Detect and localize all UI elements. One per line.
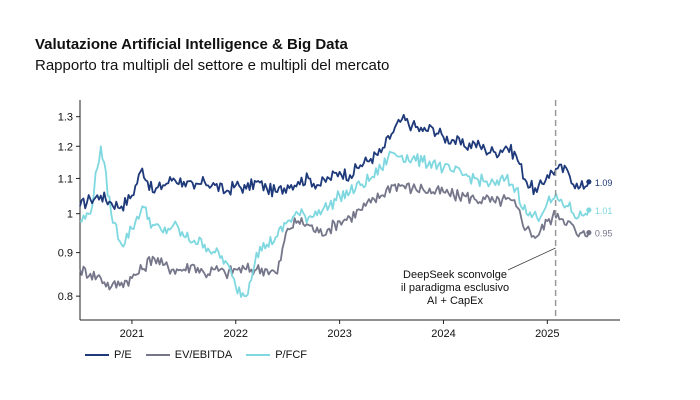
chart-title: Valutazione Artificial Intelligence & Bi… xyxy=(35,36,348,53)
annotation-text: il paradigma esclusivo xyxy=(401,282,509,294)
x-tick-label: 2023 xyxy=(327,328,351,340)
chart-legend: P/E EV/EBITDA P/FCF xyxy=(85,349,307,361)
series-end-marker xyxy=(586,179,592,185)
series-line-ev-ebitda xyxy=(79,182,590,291)
legend-swatch-ev-ebitda xyxy=(145,354,170,356)
series-end-label: 1.01 xyxy=(595,206,613,216)
annotation-text: DeepSeek sconvolge xyxy=(403,269,507,281)
legend-swatch-pe xyxy=(85,354,109,356)
legend-label-ev-ebitda: EV/EBITDA xyxy=(174,349,233,361)
legend-item-pe: P/E xyxy=(85,349,132,361)
series-end-marker xyxy=(586,207,592,213)
legend-label-pfcf: P/FCF xyxy=(275,349,307,361)
x-tick-label: 2024 xyxy=(431,328,455,340)
chart-subtitle: Rapporto tra multipli del settore e mult… xyxy=(35,57,390,74)
y-tick-label: 1.2 xyxy=(58,141,73,153)
legend-label-pe: P/E xyxy=(114,349,132,361)
x-tick-label: 2022 xyxy=(224,328,248,340)
series-end-label: 1.09 xyxy=(595,178,613,188)
y-tick-label: 0.8 xyxy=(58,291,73,303)
series-end-label: 0.95 xyxy=(595,229,613,239)
y-tick-label: 1.1 xyxy=(58,173,73,185)
x-tick-label: 2025 xyxy=(535,328,559,340)
y-tick-label: 0.9 xyxy=(58,248,73,260)
series-end-marker xyxy=(586,230,592,236)
x-tick-label: 2021 xyxy=(120,328,144,340)
y-tick-label: 1.3 xyxy=(58,112,73,124)
legend-swatch-pfcf xyxy=(246,354,271,356)
annotation-leader xyxy=(507,247,556,271)
legend-item-ev-ebitda: EV/EBITDA xyxy=(145,349,233,361)
legend-item-pfcf: P/FCF xyxy=(246,349,307,361)
series-line-p-fcf xyxy=(79,145,590,298)
series-line-p-e xyxy=(79,113,590,212)
y-tick-label: 1 xyxy=(67,209,73,221)
annotation-text: AI + CapEx xyxy=(427,295,483,307)
